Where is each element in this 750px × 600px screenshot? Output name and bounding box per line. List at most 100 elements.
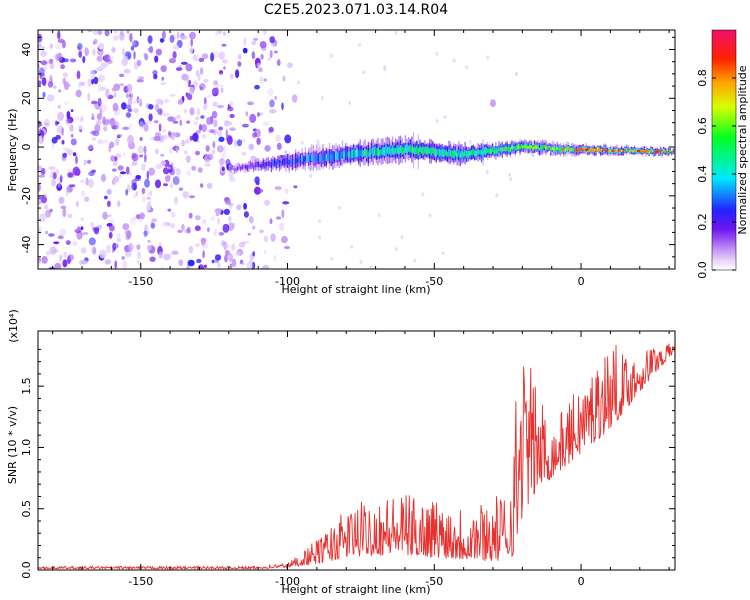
- snr-x-axis-label: Height of straight line (km): [281, 583, 430, 596]
- noise-blob: [80, 179, 84, 183]
- signal-cell: [298, 156, 300, 163]
- signal-cell: [441, 148, 444, 157]
- signal-cell: [433, 147, 436, 156]
- noise-blob: [282, 75, 286, 82]
- signal-cell: [422, 146, 424, 156]
- noise-blob: [38, 33, 43, 43]
- noise-blob: [186, 170, 192, 176]
- noise-blob: [252, 251, 255, 257]
- signal-cell: [429, 148, 431, 154]
- noise-blob: [67, 172, 74, 178]
- noise-blob: [291, 94, 298, 103]
- noise-blob: [153, 74, 158, 80]
- signal-cell: [571, 148, 573, 152]
- signal-cell: [503, 147, 505, 151]
- noise-blob: [281, 236, 288, 244]
- noise-blob: [69, 58, 77, 63]
- signal-cell: [513, 145, 515, 150]
- signal-cell: [324, 156, 326, 162]
- noise-blob: [143, 123, 149, 132]
- noise-blob: [221, 43, 227, 47]
- noise-blob: [263, 249, 267, 254]
- signal-cell: [280, 160, 282, 166]
- noise-blob: [221, 166, 225, 171]
- noise-blob: [78, 125, 83, 130]
- noise-blob: [57, 235, 64, 240]
- noise-blob: [508, 172, 511, 177]
- signal-cell: [390, 148, 392, 155]
- noise-blob: [126, 30, 130, 34]
- signal-cell: [270, 162, 273, 168]
- noise-blob: [192, 132, 199, 142]
- noise-blob: [57, 52, 63, 62]
- signal-cell: [277, 159, 279, 165]
- signal-cell: [238, 164, 240, 169]
- signal-cell: [666, 151, 668, 154]
- noise-blob: [122, 126, 130, 130]
- noise-blob: [102, 211, 108, 220]
- noise-blob: [204, 97, 207, 105]
- noise-blob: [395, 247, 398, 252]
- noise-blob: [231, 243, 236, 251]
- noise-blob: [186, 75, 190, 83]
- signal-cell: [245, 165, 247, 169]
- noise-blob: [139, 121, 144, 130]
- y-tick-label: 1.0: [20, 439, 33, 457]
- noise-blob: [260, 53, 264, 60]
- noise-blob: [39, 134, 43, 144]
- noise-blob: [99, 62, 106, 70]
- noise-blob: [204, 154, 211, 163]
- noise-blob: [253, 38, 258, 41]
- signal-cell: [387, 147, 389, 154]
- noise-blob: [104, 259, 112, 265]
- signal-cell: [343, 151, 345, 160]
- signal-cell: [401, 146, 403, 155]
- noise-blob: [189, 31, 196, 40]
- signal-cell: [659, 150, 662, 152]
- signal-cell: [608, 150, 610, 153]
- noise-blob: [206, 94, 213, 98]
- signal-cell: [306, 154, 308, 162]
- signal-cell: [635, 149, 637, 152]
- noise-blob: [137, 98, 142, 104]
- noise-blob: [210, 52, 215, 62]
- noise-blob: [83, 159, 87, 166]
- noise-blob: [133, 50, 136, 60]
- noise-blob: [309, 173, 313, 178]
- noise-blob: [188, 245, 194, 254]
- noise-blob: [80, 115, 84, 121]
- noise-blob: [435, 119, 439, 123]
- noise-blob: [181, 139, 185, 147]
- noise-blob: [139, 154, 144, 158]
- signal-cell: [461, 150, 463, 158]
- signal-cell: [609, 149, 612, 152]
- noise-blob: [185, 155, 191, 163]
- signal-cell: [330, 154, 332, 161]
- noise-blob: [204, 103, 208, 110]
- signal-cell: [249, 162, 252, 168]
- noise-blob: [99, 86, 106, 91]
- signal-cell: [459, 152, 461, 159]
- noise-blob: [45, 250, 51, 256]
- spectrogram-marks: [38, 30, 675, 269]
- noise-blob: [70, 138, 77, 146]
- noise-blob: [84, 47, 89, 57]
- x-tick-label: -50: [425, 275, 443, 288]
- signal-cell: [672, 150, 675, 153]
- noise-blob: [207, 227, 210, 233]
- noise-blob: [269, 36, 276, 44]
- signal-cell: [546, 146, 549, 150]
- noise-blob: [61, 155, 67, 162]
- noise-blob: [256, 137, 261, 145]
- signal-cell: [558, 147, 560, 152]
- signal-cell: [377, 147, 379, 156]
- signal-cell: [567, 147, 570, 150]
- signal-cell: [414, 147, 416, 155]
- signal-cell: [554, 148, 557, 152]
- noise-blob: [195, 116, 200, 121]
- noise-blob: [188, 212, 193, 219]
- noise-blob: [225, 129, 228, 138]
- noise-blob: [486, 55, 490, 60]
- signal-peak: [531, 146, 539, 149]
- noise-blob: [262, 264, 270, 269]
